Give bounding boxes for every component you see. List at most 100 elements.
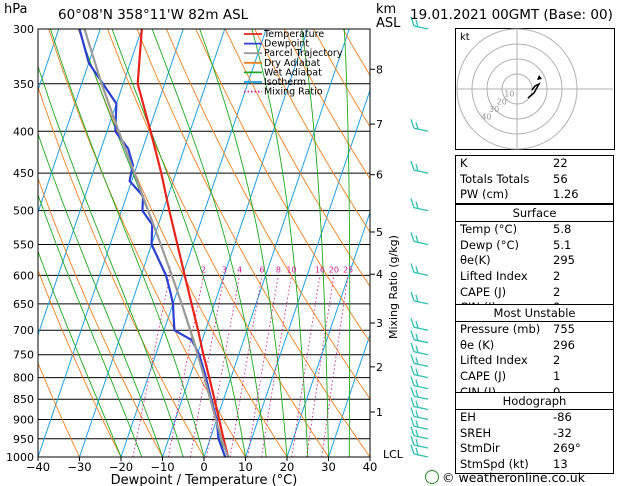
isotherm-line — [286, 210, 370, 457]
index-label: K — [460, 156, 468, 170]
wet-adiabat-line — [38, 64, 184, 457]
legend-label: Dewpoint — [264, 39, 309, 50]
hodograph-trace — [527, 82, 541, 99]
dry-adiabat-line — [38, 269, 122, 457]
wind-barb-flag — [415, 438, 419, 447]
surface-row: θe(K) 295 — [456, 253, 613, 269]
hodograph-stat-row: StmSpd (kt) 13 — [456, 457, 613, 473]
wind-barb-flag — [415, 345, 419, 353]
surface-panel: Surface Temp (°C) 5.8 Dewp (°C) 5.1 θe(K) 295… — [455, 204, 614, 318]
wind-barb-flag — [410, 407, 415, 417]
wind-barb — [413, 425, 429, 430]
index-label: PW (cm) — [460, 187, 509, 202]
mixing-ratio-line — [206, 275, 241, 457]
wind-barb — [413, 169, 429, 174]
wet-adiabat-line — [38, 193, 143, 457]
wind-barb — [413, 206, 429, 212]
wind-barb-flag — [410, 232, 415, 242]
legend-label: Wet Adiabat — [264, 67, 322, 78]
wind-barb-flag — [410, 16, 415, 27]
surface-row: CAPE (J) 2 — [456, 285, 613, 301]
wind-barb-flag — [410, 330, 415, 340]
wind-barb-flag — [410, 119, 415, 129]
wind-barb — [413, 351, 429, 356]
hodograph-stat-row: SREH -32 — [456, 426, 613, 442]
footer-credit[interactable]: © weatheronline.co.uk — [425, 470, 585, 485]
temperature-tick-label: 40 — [363, 460, 378, 474]
km-tick-label: 7 — [376, 118, 383, 131]
lcl-label: LCL — [383, 448, 404, 461]
isotherm-line — [328, 333, 370, 457]
mixing-ratio-label: 2 — [201, 265, 206, 274]
km-tick-label: 6 — [376, 169, 383, 182]
most-unstable-row: Pressure (mb) 755 — [456, 321, 613, 338]
wind-barb — [413, 395, 429, 400]
dry-adiabat-line — [38, 361, 80, 457]
wind-barb-flag — [410, 198, 415, 208]
surface-label: CAPE (J) — [460, 284, 507, 299]
hodograph-stat-value: 269° — [553, 441, 581, 456]
wind-barb-flag — [410, 435, 415, 446]
most-unstable-label: Lifted Index — [460, 353, 528, 368]
hodograph-unit-label: kt — [460, 32, 470, 43]
isotherm-line — [38, 29, 184, 457]
wind-barb — [413, 127, 429, 132]
most-unstable-value: 2 — [553, 353, 561, 368]
wind-barb-flag — [415, 266, 419, 274]
legend-label: Isotherm — [264, 77, 306, 88]
wind-barb-flag — [415, 235, 419, 243]
pressure-tick-label: 300 — [13, 23, 34, 36]
wind-barb-flag — [415, 201, 419, 209]
temperature-tick-label: 20 — [280, 460, 295, 474]
index-value: 22 — [553, 156, 568, 170]
wind-barb-flag — [415, 447, 419, 456]
isotherm-line — [38, 29, 143, 337]
legend-label: Temperature — [263, 29, 324, 40]
pressure-tick-label: 850 — [13, 393, 34, 406]
mixing-ratio-line — [321, 275, 349, 457]
indices-panel: K 22 Totals Totals 56 PW (cm) 1.26 — [455, 155, 614, 205]
wind-barb-flag — [415, 368, 419, 376]
most-unstable-panel: Most Unstable Pressure (mb) 755 θe (K) 296 L… — [455, 304, 614, 402]
pressure-tick-label: 550 — [13, 238, 34, 251]
pressure-tick-label: 750 — [13, 349, 34, 362]
wind-barb — [413, 271, 429, 277]
wind-barb — [413, 384, 429, 390]
km-unit-label: km — [376, 2, 397, 17]
wind-barb — [413, 25, 429, 30]
wet-adiabat-line — [38, 132, 163, 457]
hodograph-stat-label: StmDir — [460, 441, 500, 456]
weatheronline-logo-icon — [425, 470, 439, 484]
mixing-ratio-label: 25 — [343, 265, 353, 274]
pressure-tick-label: 500 — [13, 205, 34, 218]
isotherm-line — [38, 29, 101, 214]
diagram-axes: 3003504004505005506006507007508008509009… — [6, 23, 404, 486]
pressure-tick-label: 1000 — [6, 451, 34, 464]
most-unstable-row: CAPE (J) 1 — [456, 369, 613, 385]
hodograph-ring-label: 40 — [481, 113, 491, 122]
mixing-ratio-label: 20 — [329, 265, 339, 274]
km-tick-label: 5 — [376, 226, 383, 239]
wind-barb — [413, 326, 429, 331]
hodograph-stat-label: SREH — [460, 425, 492, 440]
wind-barbs — [410, 16, 429, 458]
surface-row: Lifted Index 2 — [456, 269, 613, 285]
wind-barb-flag — [415, 429, 419, 437]
parcel-trajectory-line — [83, 29, 230, 457]
mixing-ratio-line — [132, 275, 171, 457]
index-row: K 22 — [456, 156, 613, 172]
mixing-ratio-label: 6 — [259, 265, 264, 274]
mixing-ratio-line — [167, 275, 205, 457]
legend-label: Mixing Ratio — [264, 87, 323, 98]
asl-unit-label: ASL — [376, 16, 401, 31]
wind-barb — [413, 415, 429, 421]
index-row: PW (cm) 1.26 — [456, 187, 613, 203]
legend-label: Dry Adiabat — [264, 58, 321, 69]
surface-value: 5.1 — [553, 237, 572, 252]
wind-barb-flag — [410, 342, 415, 352]
wind-barb — [413, 435, 429, 440]
dry-adiabat-line — [283, 29, 370, 180]
wind-barb-flag — [410, 160, 415, 171]
